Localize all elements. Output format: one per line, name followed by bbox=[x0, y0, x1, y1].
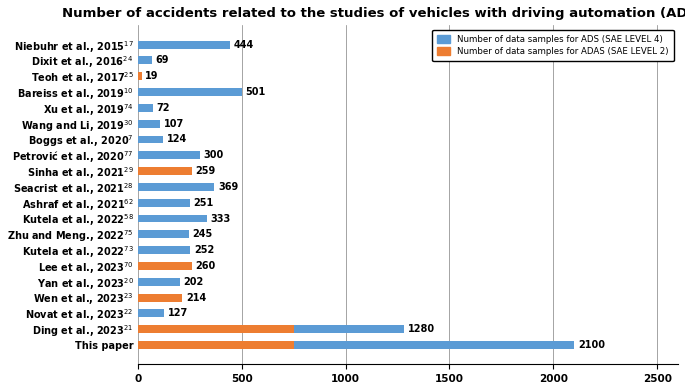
Text: 259: 259 bbox=[195, 166, 216, 176]
Text: 72: 72 bbox=[156, 103, 170, 113]
Bar bbox=[294, 341, 574, 349]
Bar bbox=[138, 246, 190, 254]
Text: 69: 69 bbox=[155, 56, 169, 65]
Text: 251: 251 bbox=[194, 198, 214, 208]
Bar bbox=[138, 278, 179, 286]
Text: 202: 202 bbox=[184, 277, 203, 287]
Text: 107: 107 bbox=[164, 119, 184, 129]
Bar bbox=[138, 294, 182, 301]
Text: 127: 127 bbox=[168, 308, 188, 318]
Bar bbox=[138, 199, 190, 207]
Bar bbox=[138, 88, 242, 96]
Bar bbox=[138, 104, 153, 112]
Title: Number of accidents related to the studies of vehicles with driving automation (: Number of accidents related to the studi… bbox=[62, 7, 685, 20]
Text: 333: 333 bbox=[211, 213, 231, 224]
Text: 252: 252 bbox=[194, 245, 214, 255]
Text: 214: 214 bbox=[186, 292, 206, 303]
Text: 444: 444 bbox=[234, 39, 254, 50]
Bar bbox=[138, 309, 164, 317]
Bar bbox=[138, 56, 152, 65]
Text: 300: 300 bbox=[204, 150, 224, 160]
Legend: Number of data samples for ADS (SAE LEVEL 4), Number of data samples for ADAS (S: Number of data samples for ADS (SAE LEVE… bbox=[432, 30, 674, 61]
Bar bbox=[138, 262, 192, 270]
Text: 369: 369 bbox=[218, 182, 238, 192]
Bar bbox=[138, 183, 214, 191]
Text: 1280: 1280 bbox=[408, 324, 434, 334]
Text: 2100: 2100 bbox=[578, 340, 605, 350]
Text: 19: 19 bbox=[145, 71, 159, 81]
Bar bbox=[138, 230, 188, 238]
Bar bbox=[138, 151, 200, 159]
Bar bbox=[138, 120, 160, 127]
Text: 245: 245 bbox=[192, 230, 212, 239]
Bar bbox=[138, 136, 164, 143]
Text: 501: 501 bbox=[246, 87, 266, 97]
Bar bbox=[138, 325, 294, 333]
Bar bbox=[294, 325, 403, 333]
Bar bbox=[138, 41, 230, 48]
Bar bbox=[138, 167, 192, 175]
Bar bbox=[138, 341, 294, 349]
Bar bbox=[138, 72, 142, 80]
Text: 260: 260 bbox=[195, 261, 216, 271]
Bar bbox=[138, 215, 207, 222]
Text: 124: 124 bbox=[167, 135, 188, 145]
